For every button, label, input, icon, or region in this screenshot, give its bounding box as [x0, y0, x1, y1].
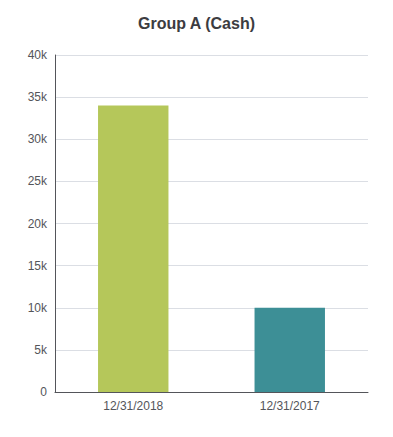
svg-text:35k: 35k	[28, 90, 48, 104]
svg-text:15k: 15k	[28, 259, 48, 273]
svg-text:10k: 10k	[28, 301, 48, 315]
svg-text:0: 0	[40, 385, 47, 399]
svg-text:30k: 30k	[28, 132, 48, 146]
svg-text:40k: 40k	[28, 48, 48, 62]
svg-text:5k: 5k	[34, 343, 48, 357]
svg-text:25k: 25k	[28, 174, 48, 188]
svg-text:20k: 20k	[28, 217, 48, 231]
svg-text:12/31/2017: 12/31/2017	[260, 399, 320, 413]
svg-text:12/31/2018: 12/31/2018	[103, 399, 163, 413]
svg-text:Group A (Cash): Group A (Cash)	[138, 15, 255, 32]
